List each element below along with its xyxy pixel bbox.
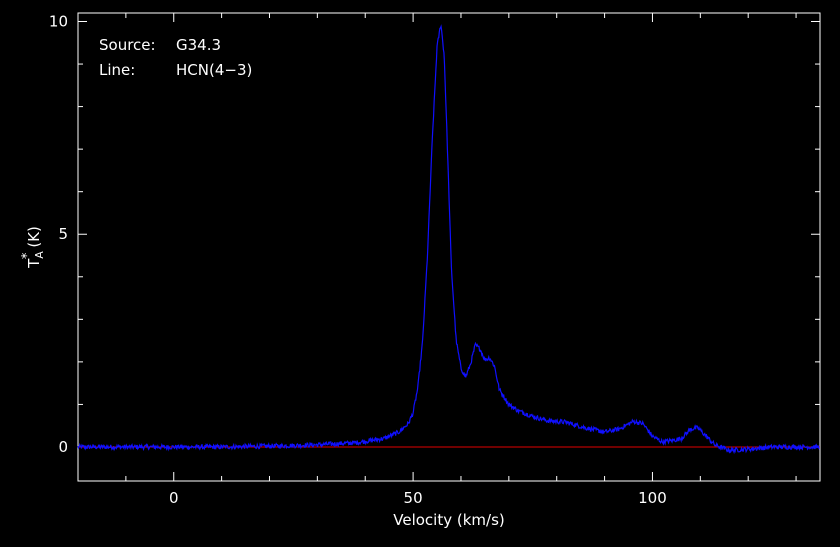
y-tick-label: 10 bbox=[49, 13, 68, 31]
y-axis-label: TA* (K) bbox=[20, 226, 46, 269]
plot-frame bbox=[77, 12, 821, 482]
y-axis-label-symbol: T bbox=[25, 258, 43, 269]
x-axis-label: Velocity (km/s) bbox=[393, 511, 504, 529]
x-axis-ticks: 0 50 100 bbox=[77, 13, 797, 507]
source-value: G34.3 bbox=[176, 36, 221, 54]
y-axis-label-superscript: * bbox=[20, 252, 35, 259]
source-label: Source: bbox=[99, 36, 156, 54]
y-axis-ticks: 0 5 10 bbox=[49, 13, 820, 456]
x-tick-label: 100 bbox=[638, 489, 667, 507]
spectrum-series-line bbox=[77, 24, 821, 455]
line-value: HCN(4−3) bbox=[176, 61, 252, 79]
y-axis-label-unit: (K) bbox=[25, 226, 43, 248]
y-tick-label: 5 bbox=[58, 225, 68, 243]
y-axis-label-subscript: A bbox=[33, 251, 46, 259]
svg-text:TA*(K): TA* (K) bbox=[20, 226, 46, 269]
y-tick-label: 0 bbox=[58, 438, 68, 456]
x-tick-label: 50 bbox=[404, 489, 423, 507]
line-label: Line: bbox=[99, 61, 135, 79]
x-tick-label: 0 bbox=[169, 489, 179, 507]
